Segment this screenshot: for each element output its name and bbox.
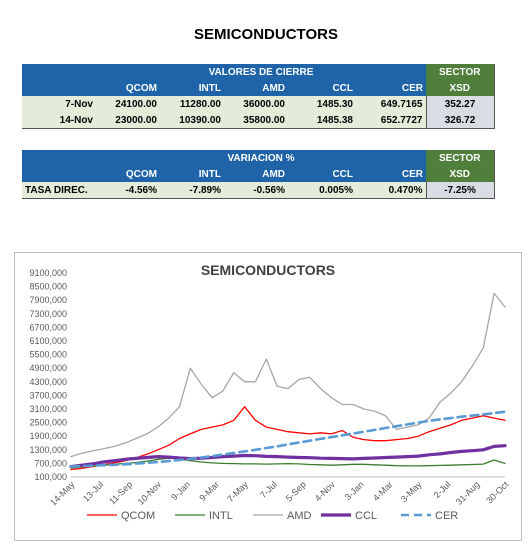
cell-value: 0.005% <box>288 182 356 199</box>
table-spacer <box>22 80 96 96</box>
table-spacer <box>22 64 96 80</box>
y-tick-label: 3100,000 <box>29 404 67 414</box>
legend-label-intl: INTL <box>209 510 233 522</box>
sector-code: XSD <box>426 166 495 182</box>
x-tick-label: 3-May <box>399 479 424 504</box>
y-tick-label: 5500,000 <box>29 350 67 360</box>
x-tick-label: 11-Sep <box>107 479 134 506</box>
y-tick-label: 1300,000 <box>29 445 67 455</box>
y-tick-label: 6700,000 <box>29 322 67 332</box>
legend-label-ccl: CCL <box>355 510 377 522</box>
y-tick-label: 7300,000 <box>29 309 67 319</box>
variation-table: VARIACION % SECTOR QCOM INTL AMD CCL CER… <box>22 150 495 199</box>
chart-title: SEMICONDUCTORS <box>201 262 335 278</box>
x-tick-label: 4-Nov <box>313 479 337 503</box>
column-header: INTL <box>160 80 224 96</box>
table-row: TASA DIREC. -4.56% -7.89% -0.56% 0.005% … <box>22 182 495 199</box>
x-tick-label: 31-Aug <box>454 479 482 507</box>
column-header: INTL <box>160 166 224 182</box>
cell-value: -7.89% <box>160 182 224 199</box>
sector-value: 326.72 <box>425 112 495 129</box>
y-tick-label: 700,000 <box>34 458 67 468</box>
page-title: SEMICONDUCTORS <box>194 26 338 43</box>
cell-value: -4.56% <box>96 182 160 199</box>
sector-header: SECTOR <box>426 150 495 166</box>
series-line-ccl <box>69 444 507 469</box>
x-tick-label: 9-Mar <box>197 479 221 503</box>
column-header: QCOM <box>96 80 160 96</box>
y-tick-label: 8500,000 <box>29 282 67 292</box>
variation-header: VARIACION % <box>96 150 426 166</box>
y-tick-label: 4900,000 <box>29 363 67 373</box>
column-header: CER <box>356 80 426 96</box>
sector-value: -7.25% <box>425 182 495 199</box>
cell-value: 35800.00 <box>224 112 288 129</box>
cell-value: 652.7727 <box>356 112 426 129</box>
x-tick-label: 10-Nov <box>136 479 164 507</box>
cell-value: 24100.00 <box>115 98 157 110</box>
x-tick-label: 13-Jul <box>81 479 105 503</box>
closing-values-table: VALORES DE CIERRE SECTOR QCOM INTL AMD C… <box>22 64 495 129</box>
y-tick-label: 9100,000 <box>29 268 67 278</box>
table-spacer <box>22 166 96 182</box>
table-row: 7-Nov 24100.00 11280.00 36000.00 1485.30… <box>22 96 495 112</box>
x-tick-label: 2-Jul <box>432 479 453 500</box>
legend-label-qcom: QCOM <box>121 510 155 522</box>
legend-label-amd: AMD <box>287 510 312 522</box>
cell-value: 23000.00 <box>96 112 160 129</box>
column-header: CCL <box>288 80 356 96</box>
cell-value: 11280.00 <box>179 98 221 110</box>
x-tick-label: 7-May <box>225 479 250 504</box>
row-label: TASA DIREC. <box>22 182 96 199</box>
x-tick-label: 3-Jan <box>343 479 366 502</box>
x-tick-label: 14-May <box>48 479 77 508</box>
cell-value: 0.470% <box>356 182 426 199</box>
semiconductors-chart: SEMICONDUCTORS 9100,000 8500,000 7900,000 7… <box>14 252 522 541</box>
cell-value: 649.7165 <box>380 98 423 110</box>
chart-canvas: SEMICONDUCTORS 9100,000 8500,000 7900,000 7… <box>29 262 511 522</box>
legend-label-cer: CER <box>435 510 458 522</box>
series-line-cer <box>69 410 507 468</box>
sector-code: XSD <box>426 80 495 96</box>
cell-value: 36000.00 <box>243 98 285 110</box>
x-tick-label: 4-Mar <box>371 479 395 503</box>
y-tick-label: 100,000 <box>34 472 67 482</box>
series-line-amd <box>70 292 506 458</box>
column-header: CER <box>356 166 426 182</box>
cell-value: 1485.30 <box>316 98 353 110</box>
x-tick-label: 5-Sep <box>284 479 308 503</box>
y-tick-label: 1900,000 <box>29 431 67 441</box>
row-label: 7-Nov <box>65 98 93 110</box>
column-header: QCOM <box>96 166 160 182</box>
column-header: CCL <box>288 166 356 182</box>
series-line-qcom <box>70 406 506 471</box>
series-line-intl <box>70 457 506 469</box>
sector-header: SECTOR <box>426 64 495 80</box>
x-tick-label: 7-Jul <box>258 479 279 500</box>
column-header: AMD <box>224 80 288 96</box>
cell-value: -0.56% <box>224 182 288 199</box>
table-spacer <box>22 150 96 166</box>
y-tick-label: 6100,000 <box>29 336 67 346</box>
y-tick-label: 7900,000 <box>29 295 67 305</box>
cell-value: 10390.00 <box>160 112 224 129</box>
closing-values-header: VALORES DE CIERRE <box>96 64 426 80</box>
y-tick-label: 4300,000 <box>29 377 67 387</box>
table-row: 14-Nov 23000.00 10390.00 35800.00 1485.3… <box>22 112 495 129</box>
cell-value: 1485.38 <box>288 112 356 129</box>
x-tick-label: 30-Oct <box>484 479 511 506</box>
row-label: 14-Nov <box>22 112 96 129</box>
sector-value: 352.27 <box>425 96 495 112</box>
x-tick-label: 9-Jan <box>169 479 192 502</box>
y-tick-label: 2500,000 <box>29 418 67 428</box>
y-tick-label: 3700,000 <box>29 390 67 400</box>
column-header: AMD <box>224 166 288 182</box>
